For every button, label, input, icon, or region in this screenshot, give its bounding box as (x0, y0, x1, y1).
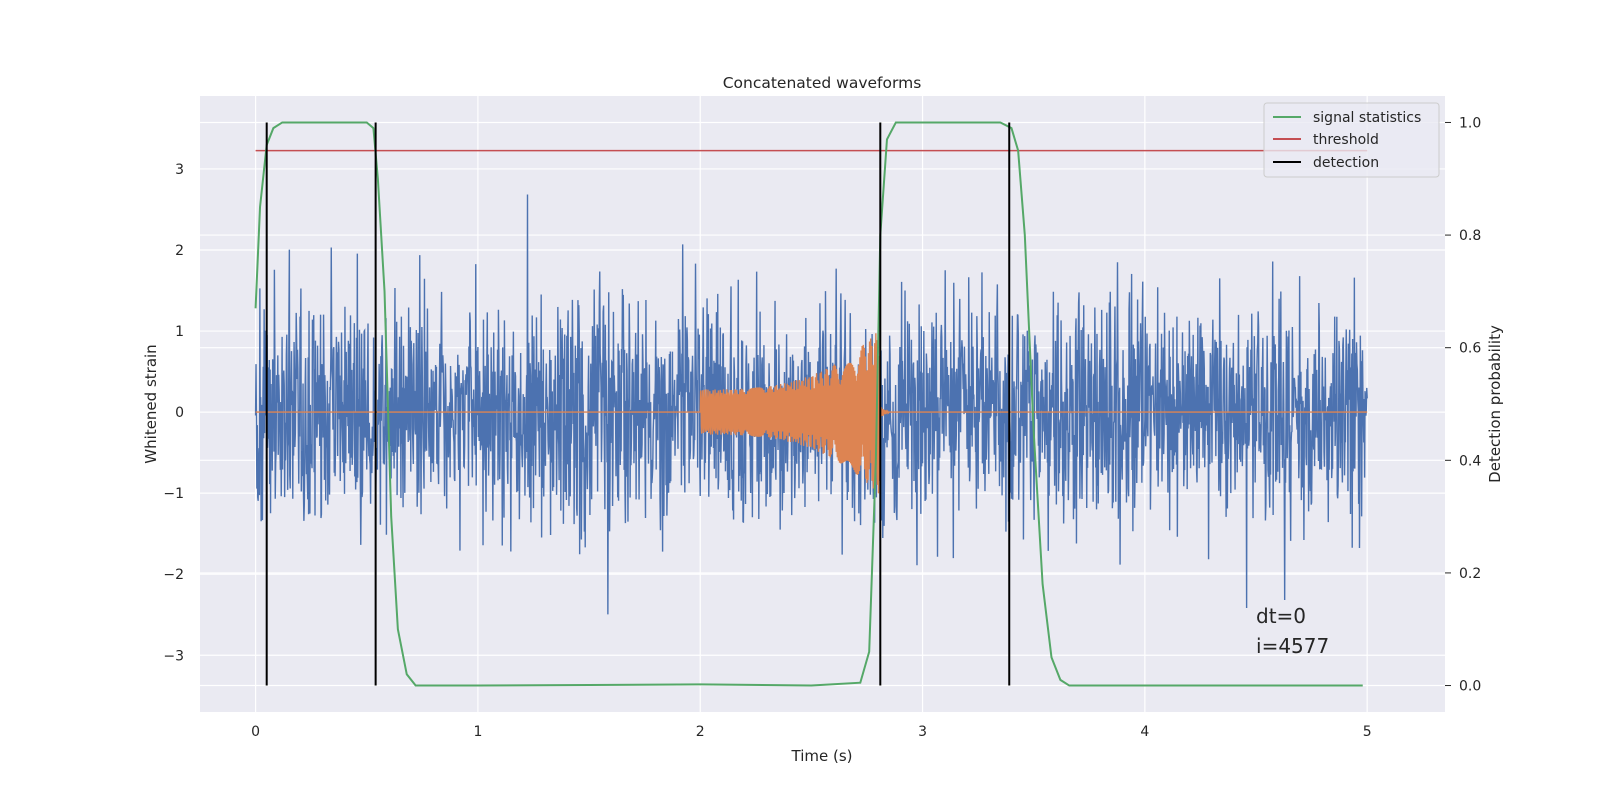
y-tick-label: −3 (163, 648, 184, 664)
x-axis-label: Time (s) (791, 747, 853, 765)
y-tick-label: −1 (163, 486, 184, 502)
x-tick-label: 0 (251, 724, 260, 740)
legend-label-signal-statistics: signal statistics (1313, 110, 1421, 126)
y2-axis-label: Detection probability (1486, 325, 1504, 483)
chirp-signal-line (255, 332, 1368, 494)
y2-tick-label: 0.2 (1459, 566, 1481, 582)
x-tick-label: 2 (696, 724, 705, 740)
x-tick-label: 4 (1140, 724, 1149, 740)
x-tick-label: 3 (918, 724, 927, 740)
y-tick-label: 1 (175, 324, 184, 340)
series-layer (254, 121, 1368, 687)
annotation-index: i=4577 (1256, 634, 1329, 658)
y-tick-label: 3 (175, 162, 184, 178)
legend-label-threshold: threshold (1313, 132, 1379, 148)
y-tick-label: 0 (175, 405, 184, 421)
y2-tick-label: 0.8 (1459, 228, 1481, 244)
y-tick-label: −2 (163, 567, 184, 583)
y-axis-label: Whitened strain (142, 344, 160, 463)
y2-tick-label: 0.6 (1459, 341, 1481, 357)
ticks: 0 1 2 3 4 5 −3 −2 −1 0 1 2 3 0.0 0.2 0.4 0.6 0.8 1.0 (163, 115, 1481, 740)
chart-title: Concatenated waveforms (723, 74, 922, 92)
y-tick-label: 2 (175, 243, 184, 259)
legend: signal statistics threshold detection (1263, 102, 1440, 178)
y2-tick-label: 1.0 (1459, 115, 1481, 131)
annotation-dt: dt=0 (1256, 604, 1306, 628)
y2-tick-label: 0.0 (1459, 679, 1481, 695)
x-tick-label: 5 (1363, 724, 1372, 740)
x-tick-label: 1 (473, 724, 482, 740)
signal-statistics-line (254, 121, 1363, 687)
legend-box (1263, 102, 1440, 178)
legend-label-detection: detection (1313, 155, 1379, 171)
y2-tick-label: 0.4 (1459, 453, 1481, 469)
